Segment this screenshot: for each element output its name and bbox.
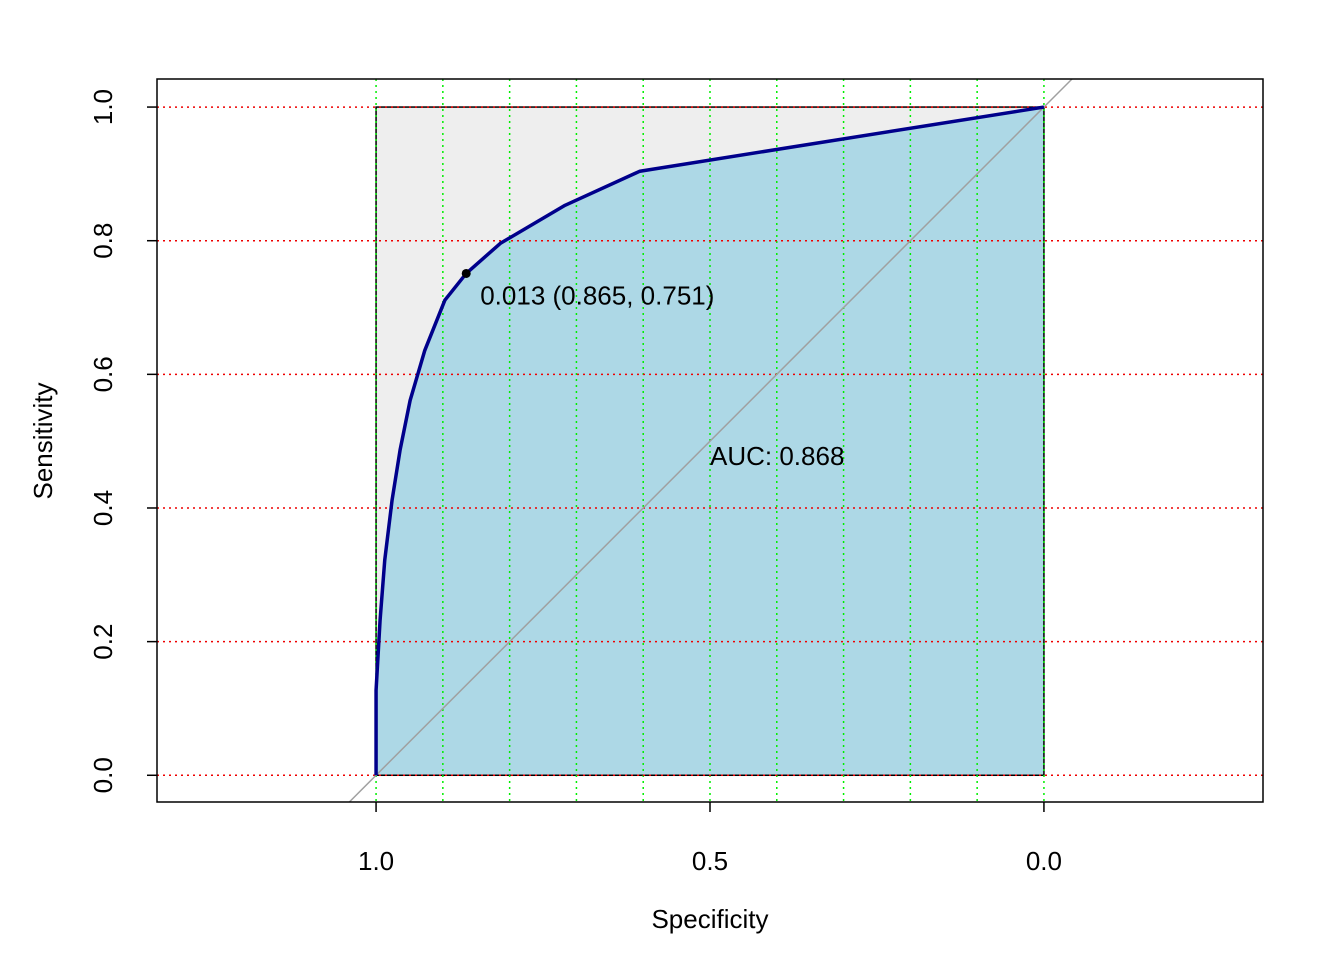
y-tick-label: 0.0 — [88, 757, 118, 793]
x-tick-label: 0.0 — [1026, 846, 1062, 876]
y-axis-label: Sensitivity — [28, 382, 58, 499]
best-point-label: 0.013 (0.865, 0.751) — [480, 280, 714, 310]
x-tick-label: 0.5 — [692, 846, 728, 876]
y-tick-label: 0.4 — [88, 490, 118, 526]
x-tick-label: 1.0 — [358, 846, 394, 876]
y-tick-label: 1.0 — [88, 89, 118, 125]
best-point — [461, 268, 471, 278]
reference-line — [348, 78, 1073, 803]
roc-curve — [374, 105, 1045, 776]
x-axis-label: Specificity — [651, 904, 768, 934]
auc-annotation: AUC: 0.868 — [710, 441, 844, 471]
y-tick-label: 0.2 — [88, 624, 118, 660]
y-tick-label: 0.8 — [88, 223, 118, 259]
y-tick-label: 0.6 — [88, 356, 118, 392]
